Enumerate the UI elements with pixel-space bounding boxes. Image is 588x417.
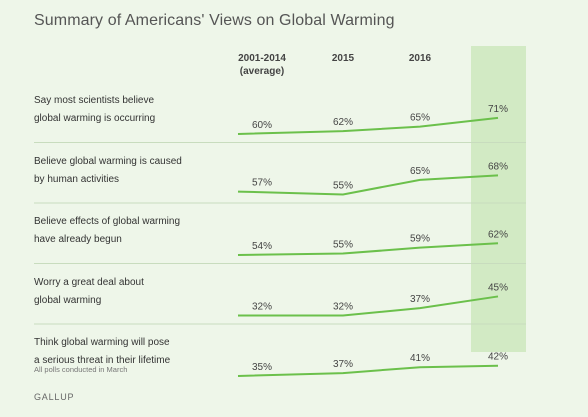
data-label: 60% [252,120,272,131]
data-label: 62% [333,117,353,128]
data-label: 42% [488,352,508,363]
footnote: All polls conducted in March [34,365,128,374]
data-label: 59% [410,234,430,245]
data-label: 45% [488,282,508,293]
series-line [237,174,499,196]
data-label: 55% [333,240,353,251]
source-logo-text: GALLUP [34,392,75,402]
row-label: Worry a great deal about global warming [34,276,144,306]
data-label: 57% [252,178,272,189]
row-label: Think global warming will pose a serious… [34,337,171,366]
series-line [237,116,499,135]
series-line [238,295,499,317]
data-label: 37% [410,294,430,305]
row-label: Believe global warming is caused by huma… [34,155,182,185]
column-header: 2001-2014 (average) [238,53,286,77]
data-label: 55% [333,181,353,192]
column-header: 2016 [408,53,432,64]
data-label: 41% [410,353,430,364]
row-label: Believe effects of global warming have a… [34,216,181,245]
data-label: 54% [252,241,272,252]
row-label: Say most scientists believe global warmi… [34,95,156,124]
data-label: 37% [333,359,353,370]
data-label: 68% [488,161,508,172]
data-label: 65% [410,113,430,124]
data-label: 71% [488,104,508,115]
series-line [237,242,499,256]
data-label: 62% [488,229,508,240]
series-line [237,364,499,377]
data-label: 65% [410,166,430,177]
data-label: 32% [333,302,353,313]
highlight-column-band [471,46,526,352]
data-label: 35% [252,362,272,373]
column-header: 2015 [331,53,355,64]
chart-title: Summary of Americans' Views on Global Wa… [34,12,395,29]
data-label: 32% [252,302,272,313]
